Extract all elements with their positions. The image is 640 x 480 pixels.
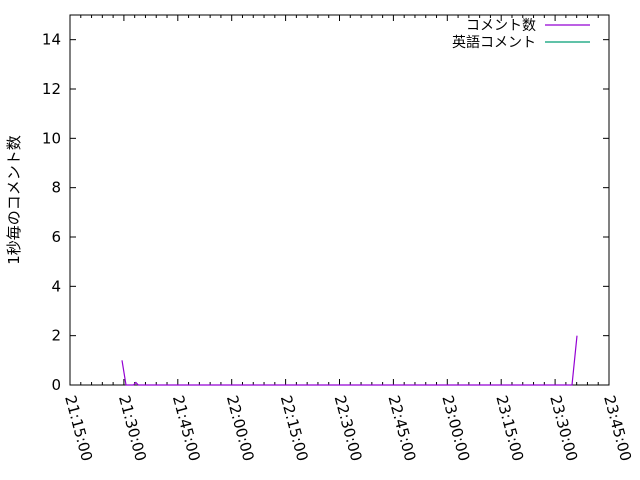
plot-border: [69, 14, 610, 386]
y-tick-label: 10: [42, 129, 61, 147]
y-tick-label: 2: [51, 327, 61, 345]
x-tick-label: 23:45:00: [600, 393, 635, 463]
legend-label: 英語コメント: [452, 34, 536, 51]
x-tick-label: 22:30:00: [331, 393, 366, 463]
x-tick-label: 21:45:00: [169, 393, 204, 463]
x-tick-label: 23:00:00: [438, 393, 473, 463]
y-tick-label: 0: [51, 376, 61, 394]
x-tick-label: 22:00:00: [223, 393, 258, 463]
y-tick-label: 14: [42, 31, 61, 49]
y-axis-label: 1秒毎のコメント数: [5, 135, 23, 265]
x-tick-label: 22:15:00: [277, 393, 312, 463]
y-tick-label: 8: [51, 179, 61, 197]
series-line-0: [121, 335, 578, 386]
legend-label: コメント数: [466, 18, 536, 34]
x-tick-label: 21:15:00: [61, 393, 96, 463]
x-tick-label: 23:15:00: [492, 393, 527, 463]
axes: 0 2 4 6 8 10 12 14 21:15:00 21:30:00 21:45:00 22:00…: [42, 14, 635, 463]
y-tick-label: 6: [51, 228, 61, 246]
x-tick-label: 21:30:00: [115, 393, 150, 463]
x-tick-label: 23:30:00: [546, 393, 581, 463]
y-tick-label: 12: [42, 80, 61, 98]
y-tick-label: 4: [51, 277, 61, 295]
series-layer: [121, 335, 578, 386]
x-tick-label: 22:45:00: [385, 393, 420, 463]
